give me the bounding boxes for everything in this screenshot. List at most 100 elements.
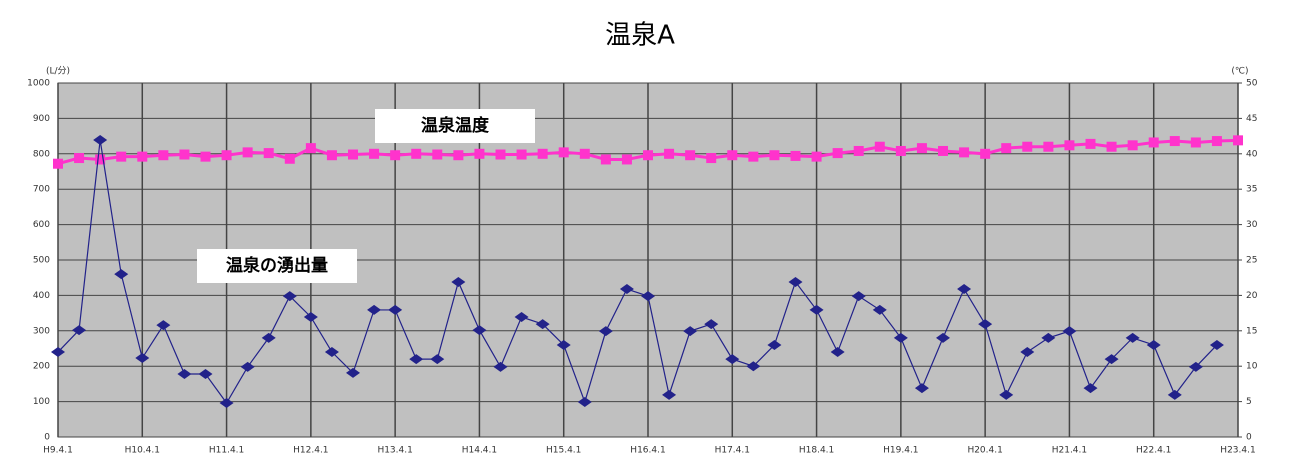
point-marker: [346, 367, 360, 378]
x-tick-label: H16.4.1: [630, 446, 665, 456]
point-marker: [809, 304, 824, 315]
point-marker: [1169, 136, 1180, 147]
x-tick-label: H10.4.1: [125, 446, 160, 456]
point-marker: [641, 291, 655, 302]
point-marker: [830, 347, 845, 358]
point-marker: [1125, 332, 1140, 343]
point-marker: [1148, 137, 1159, 148]
point-marker: [851, 291, 866, 302]
point-marker: [980, 148, 991, 159]
point-marker: [1020, 347, 1035, 358]
point-marker: [282, 291, 297, 302]
point-marker: [516, 149, 527, 160]
point-marker: [893, 332, 908, 343]
point-marker: [853, 145, 864, 156]
x-tick-label: H9.4.1: [43, 446, 73, 456]
point-marker: [1064, 140, 1075, 151]
series-line: [57, 139, 1218, 405]
point-marker: [704, 319, 719, 330]
y-tick-label: 300: [33, 326, 50, 336]
y2-tick-label: 45: [1246, 114, 1257, 124]
point-marker: [367, 304, 382, 315]
point-marker: [158, 150, 169, 161]
point-marker: [72, 325, 87, 336]
point-marker: [832, 148, 843, 159]
point-marker: [348, 149, 358, 160]
point-marker: [1001, 143, 1012, 154]
point-marker: [177, 368, 192, 379]
x-tick-label: H14.4.1: [462, 446, 497, 456]
point-marker: [390, 150, 401, 161]
point-marker: [598, 326, 613, 337]
point-marker: [514, 311, 529, 322]
point-marker: [727, 150, 738, 161]
point-marker: [662, 389, 677, 400]
point-marker: [198, 368, 213, 379]
point-marker: [1106, 141, 1117, 152]
chart-title: 温泉A: [605, 21, 675, 51]
point-marker: [619, 284, 634, 295]
point-marker: [874, 141, 885, 152]
y-tick-label: 1000: [27, 79, 50, 89]
series-label-box: [197, 249, 357, 283]
y2-tick-label: 15: [1246, 326, 1257, 336]
y2-tick-label: 0: [1246, 433, 1252, 443]
point-marker: [872, 304, 887, 315]
x-tick-label: H22.4.1: [1136, 446, 1171, 456]
x-tick-label: H11.4.1: [209, 446, 244, 456]
point-marker: [769, 150, 780, 161]
x-tick-label: H13.4.1: [377, 446, 412, 456]
y-tick-label: 500: [33, 256, 50, 266]
point-marker: [978, 319, 993, 330]
point-marker: [156, 320, 171, 331]
y-tick-label: 700: [33, 185, 50, 195]
point-marker: [474, 148, 485, 159]
y2-tick-label: 25: [1246, 256, 1257, 266]
point-marker: [746, 361, 761, 372]
point-marker: [472, 325, 487, 336]
point-marker: [579, 148, 590, 159]
point-marker: [135, 353, 150, 364]
point-marker: [1190, 137, 1201, 148]
x-tick-label: H12.4.1: [293, 446, 328, 456]
point-marker: [200, 151, 211, 162]
x-tick-label: H18.4.1: [799, 446, 834, 456]
point-marker: [219, 398, 234, 409]
point-marker: [430, 354, 445, 365]
y-tick-label: 900: [33, 114, 50, 124]
y2-tick-label: 10: [1246, 362, 1258, 372]
point-marker: [1146, 339, 1161, 350]
y-tick-label: 400: [33, 291, 50, 301]
x-tick-label: H19.4.1: [883, 446, 918, 456]
point-marker: [685, 150, 696, 161]
point-marker: [432, 149, 443, 160]
point-marker: [495, 149, 506, 160]
point-marker: [706, 153, 717, 164]
point-marker: [179, 149, 190, 160]
point-marker: [790, 150, 801, 161]
point-marker: [324, 347, 339, 358]
point-marker: [116, 151, 127, 162]
point-marker: [811, 151, 822, 162]
point-marker: [93, 134, 108, 145]
point-marker: [1083, 383, 1098, 394]
y-tick-label: 800: [33, 149, 50, 159]
point-marker: [537, 148, 548, 159]
y-tick-label: 0: [44, 433, 50, 443]
x-tick-label: H15.4.1: [546, 446, 581, 456]
point-marker: [1062, 326, 1077, 337]
point-marker: [114, 269, 129, 280]
point-marker: [493, 361, 508, 372]
point-marker: [556, 339, 571, 350]
point-marker: [1127, 140, 1138, 151]
point-marker: [1104, 354, 1119, 365]
point-marker: [767, 339, 782, 350]
point-marker: [137, 151, 148, 162]
x-tick-label: H17.4.1: [715, 446, 750, 456]
point-marker: [1233, 135, 1243, 146]
point-marker: [261, 332, 276, 343]
point-marker: [51, 347, 65, 358]
point-marker: [1041, 332, 1056, 343]
